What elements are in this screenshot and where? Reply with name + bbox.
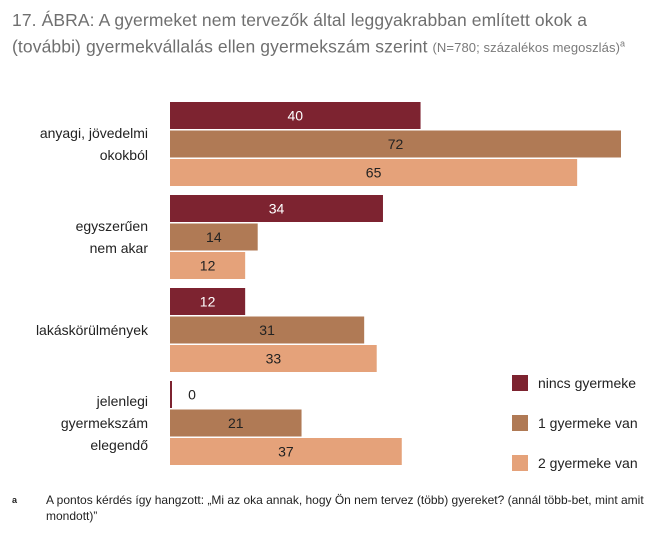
bar-value-label-1-2: 12 — [200, 258, 216, 274]
legend: nincs gyermeke 1 gyermeke van 2 gyermeke… — [512, 374, 638, 494]
category-label-0-0: anyagi, jövedelmi — [40, 125, 148, 141]
bar-0-1 — [170, 130, 621, 158]
title-main: 17. ÁBRA: A gyermeket nem tervezők által… — [12, 10, 588, 57]
legend-label-egy: 1 gyermeke van — [538, 415, 638, 431]
bar-0-0 — [170, 102, 421, 129]
bar-value-label-3-0: 0 — [188, 387, 196, 403]
category-label-3-0: jelenlegi — [96, 393, 148, 409]
bar-1-1 — [170, 223, 258, 251]
category-label-3-1: gyermekszám — [61, 415, 148, 431]
legend-label-ketto: 2 gyermeke van — [538, 455, 638, 471]
bar-value-label-1-0: 34 — [269, 201, 285, 217]
footnote-text: A pontos kérdés így hangzott: „Mi az oka… — [46, 493, 644, 523]
bar-3-0 — [170, 381, 172, 408]
bar-2-1 — [170, 316, 365, 344]
bar-3-1 — [170, 409, 302, 437]
legend-item-ketto: 2 gyermeke van — [512, 454, 638, 472]
bar-1-2 — [170, 252, 246, 279]
bar-value-label-2-2: 33 — [266, 351, 282, 367]
category-label-3-2: elegendő — [90, 437, 148, 453]
legend-item-nincs: nincs gyermeke — [512, 374, 638, 392]
footnote-marker: a — [12, 495, 18, 505]
bar-0-2 — [170, 159, 578, 186]
bar-value-label-1-1: 14 — [206, 229, 222, 245]
category-label-1-1: nem akar — [90, 240, 149, 256]
legend-swatch-ketto — [512, 455, 528, 471]
bar-value-label-0-1: 72 — [388, 136, 404, 152]
bar-2-2 — [170, 345, 377, 372]
title-note: (N=780; százalékos megoszlás)a — [432, 39, 626, 56]
legend-item-egy: 1 gyermeke van — [512, 414, 638, 432]
bar-value-label-3-2: 37 — [278, 444, 294, 460]
bar-value-label-0-2: 65 — [366, 165, 382, 181]
bar-2-0 — [170, 288, 246, 315]
bar-value-label-0-0: 40 — [287, 108, 303, 124]
category-label-1-0: egyszerűen — [76, 218, 148, 234]
category-label-2-0: lakáskörülmények — [36, 322, 149, 338]
chart-title: 17. ÁBRA: A gyermeket nem tervezők által… — [12, 8, 660, 60]
bar-value-label-2-0: 12 — [200, 294, 216, 310]
bar-1-0 — [170, 195, 383, 222]
legend-label-nincs: nincs gyermeke — [538, 375, 637, 391]
legend-swatch-egy — [512, 415, 528, 431]
bar-value-label-3-1: 21 — [228, 415, 244, 431]
bar-3-2 — [170, 438, 402, 465]
bar-value-label-2-1: 31 — [259, 322, 275, 338]
legend-swatch-nincs — [512, 375, 528, 391]
category-label-0-1: okokból — [100, 147, 148, 163]
